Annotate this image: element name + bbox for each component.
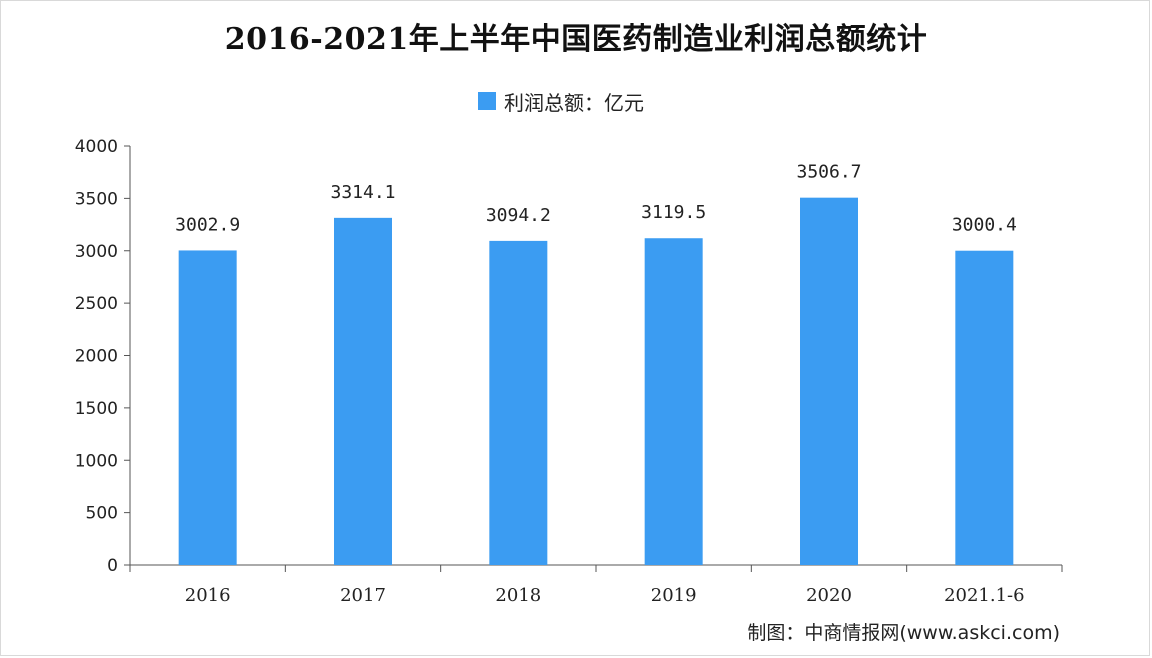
data-label: 3506.7 <box>796 162 861 183</box>
x-tick-label: 2016 <box>185 585 231 606</box>
data-label: 3314.1 <box>330 182 395 203</box>
bar <box>955 250 1014 565</box>
bar <box>334 217 392 565</box>
chart-title: 2016-2021年上半年中国医药制造业利润总额统计 <box>224 22 928 57</box>
y-tick-label: 1500 <box>75 399 118 419</box>
data-label: 3000.4 <box>952 215 1017 236</box>
x-tick-label: 2018 <box>495 585 541 606</box>
y-tick-label: 4000 <box>75 137 118 157</box>
x-tick-label: 2020 <box>806 585 852 606</box>
y-tick-label: 0 <box>107 556 118 576</box>
data-label: 3002.9 <box>175 214 240 235</box>
bar <box>178 250 237 565</box>
y-tick-label: 500 <box>86 504 118 524</box>
legend-swatch <box>478 92 496 110</box>
source-credit: 制图：中商情报网(www.askci.com) <box>747 622 1060 644</box>
bar <box>800 197 858 566</box>
data-label: 3094.2 <box>486 205 551 226</box>
data-label: 3119.5 <box>641 202 706 223</box>
y-tick-label: 2500 <box>75 294 118 314</box>
legend: 利润总额：亿元 <box>478 88 644 115</box>
y-tick-label: 2000 <box>75 347 118 367</box>
y-tick-label: 3000 <box>75 242 118 262</box>
bar <box>644 238 703 566</box>
x-tick-label: 2019 <box>651 585 697 606</box>
y-tick-label: 3500 <box>75 189 118 209</box>
legend-label: 利润总额：亿元 <box>504 90 644 115</box>
y-tick-label: 1000 <box>75 451 118 471</box>
x-tick-label: 2017 <box>340 585 386 606</box>
bar <box>489 240 548 565</box>
x-tick-label: 2021.1-6 <box>944 585 1025 606</box>
